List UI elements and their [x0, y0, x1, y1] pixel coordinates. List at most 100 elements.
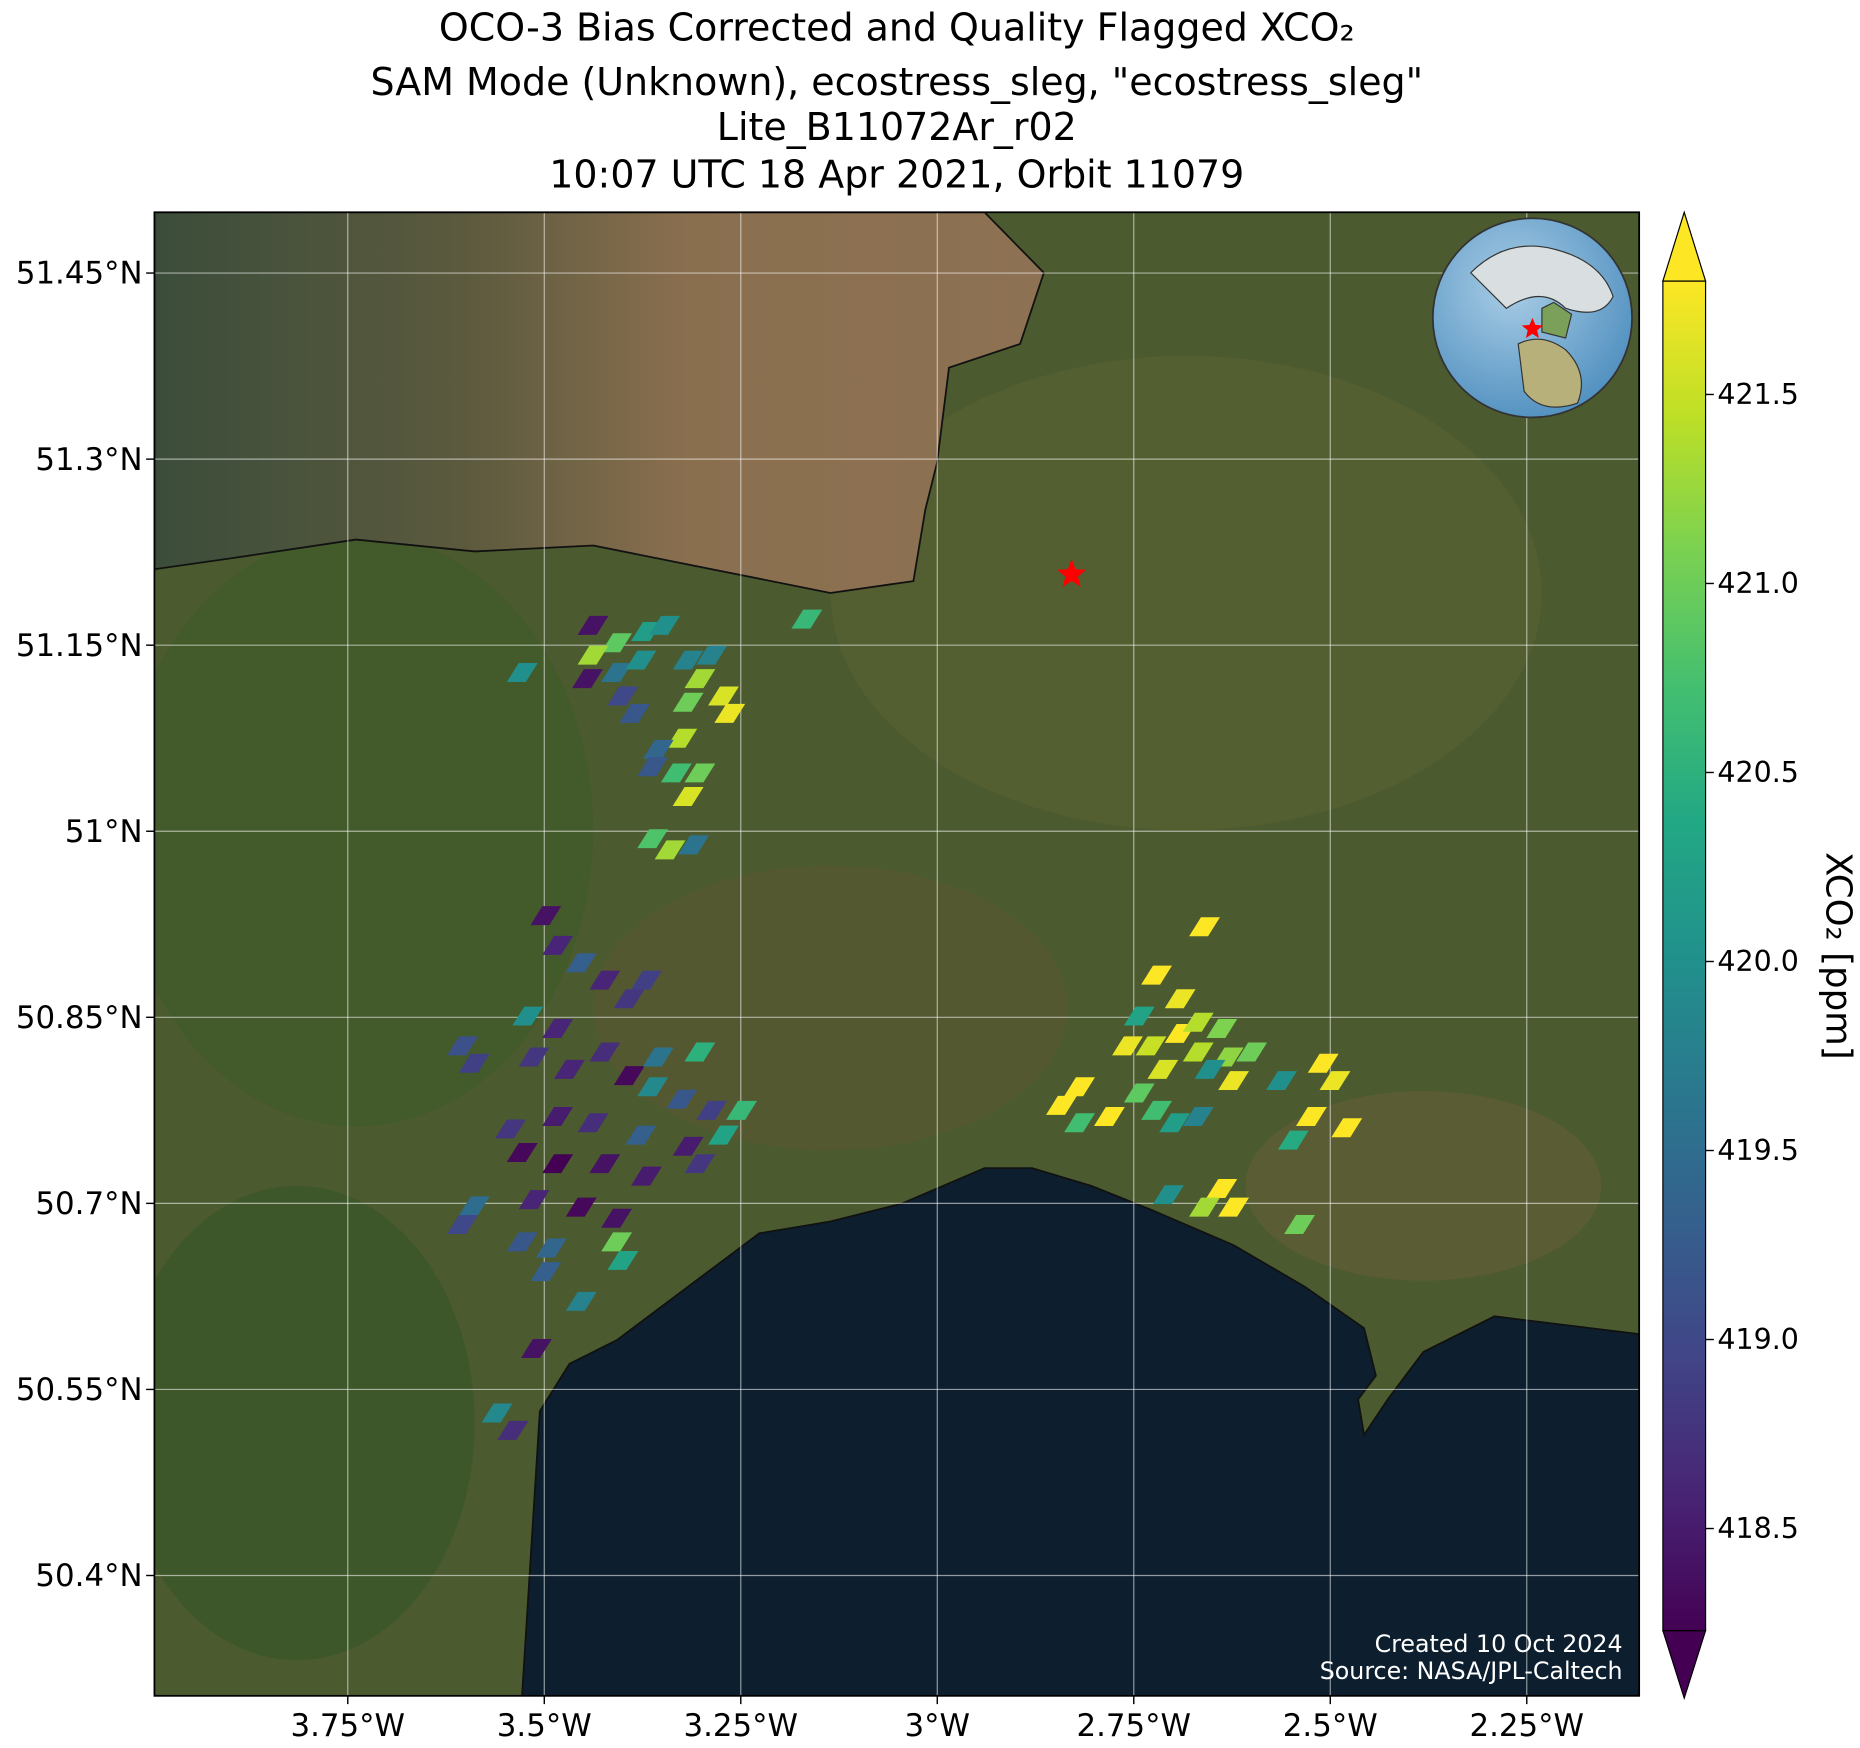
- land-patch: [1245, 1091, 1602, 1281]
- y-tick-label: 51.3°N: [35, 442, 142, 478]
- title-line: Lite_B11072Ar_r02: [717, 105, 1077, 149]
- sounding: [458, 1196, 490, 1216]
- sounding: [666, 1089, 698, 1109]
- sounding: [1123, 1083, 1155, 1103]
- sounding: [1189, 917, 1220, 937]
- sounding: [506, 1143, 538, 1163]
- sounding: [1218, 1071, 1250, 1091]
- sounding: [637, 757, 669, 777]
- x-tick-label: 2.75°W: [1076, 1708, 1191, 1744]
- sounding: [613, 989, 645, 1009]
- title-line: 10:07 UTC 18 Apr 2021, Orbit 11079: [549, 152, 1244, 196]
- sounding: [1147, 1059, 1179, 1079]
- sounding: [619, 703, 651, 723]
- x-tick-label: 2.5°W: [1283, 1708, 1378, 1744]
- sounding: [1123, 1006, 1155, 1026]
- sounding: [565, 1197, 597, 1217]
- sounding: [577, 615, 609, 635]
- sounding: [642, 1047, 674, 1067]
- sounding: [672, 650, 704, 670]
- sounding: [637, 829, 669, 849]
- colorbar-tick-label: 421.5: [1717, 378, 1798, 411]
- sounding: [458, 1053, 490, 1073]
- globe-land: [1517, 338, 1582, 408]
- title-line: SAM Mode (Unknown), ecostress_sleg, "eco…: [371, 60, 1424, 104]
- sounding: [495, 1119, 526, 1139]
- sounding: [708, 686, 739, 706]
- x-tick-label: 3°W: [905, 1708, 971, 1744]
- y-tick-label: 51.45°N: [16, 256, 143, 292]
- sounding: [447, 1036, 478, 1056]
- annotation: Source: NASA/JPL-Caltech: [1320, 1657, 1623, 1685]
- sounding: [1152, 1185, 1184, 1205]
- sounding: [497, 1420, 529, 1440]
- colorbar-extend-min: [1662, 1630, 1707, 1701]
- sea: [521, 1167, 1640, 1696]
- colorbar-body: [1662, 281, 1706, 1631]
- x-tick-label: 3.75°W: [291, 1708, 406, 1744]
- sounding: [684, 1154, 716, 1174]
- sounding: [601, 1208, 633, 1228]
- sounding: [660, 763, 692, 783]
- sounding: [714, 703, 746, 723]
- sounding: [601, 1232, 633, 1252]
- sounding: [1093, 1107, 1125, 1127]
- sounding: [589, 1154, 621, 1174]
- sounding: [696, 645, 728, 665]
- sounding: [518, 1190, 550, 1210]
- annotation: Created 10 Oct 2024: [1375, 1630, 1623, 1658]
- sounding: [1159, 1113, 1191, 1133]
- sounding: [506, 1232, 538, 1252]
- land-patch: [830, 355, 1542, 831]
- sounding: [684, 763, 716, 783]
- sounding: [696, 1100, 728, 1120]
- globe-marker: [1521, 317, 1544, 338]
- sounding: [1218, 1197, 1250, 1217]
- sounding: [625, 1125, 657, 1145]
- sounding: [642, 739, 674, 759]
- sounding: [601, 662, 633, 682]
- sounding: [649, 615, 680, 635]
- sounding: [1182, 1042, 1214, 1062]
- sounding: [1307, 1053, 1339, 1073]
- sounding: [1046, 1095, 1077, 1115]
- sounding: [791, 609, 823, 629]
- sounding: [506, 662, 538, 682]
- sounding: [1182, 1107, 1214, 1127]
- sounding: [589, 1042, 621, 1062]
- title: OCO-3 Bias Corrected and Quality Flagged…: [371, 5, 1424, 196]
- sounding: [613, 1066, 645, 1086]
- sounding: [1277, 1130, 1309, 1150]
- y-tick-label: 51°N: [65, 814, 143, 850]
- land-patch: [154, 533, 594, 1127]
- sounding: [601, 633, 633, 653]
- colorbar: 418.5 419.0 419.5 420.0 420.5 421.0 421.5: [1662, 210, 1799, 1701]
- land-patch: [154, 1185, 475, 1661]
- sounding: [1064, 1113, 1095, 1133]
- sounding: [542, 1018, 574, 1038]
- colorbar-extend-max: [1662, 210, 1707, 282]
- sounding: [1182, 1012, 1214, 1032]
- sounding: [447, 1214, 478, 1234]
- sounding: [607, 1250, 639, 1270]
- globe-land: [1469, 245, 1614, 313]
- sounding: [684, 669, 716, 689]
- colorbar-tick-label: 419.0: [1717, 1323, 1798, 1356]
- sounding: [672, 692, 704, 712]
- sounding: [1141, 1100, 1172, 1120]
- basemap: [154, 212, 1640, 1696]
- x-tick-label: 3.5°W: [497, 1708, 592, 1744]
- sounding: [672, 1136, 704, 1156]
- globe-land: [1541, 301, 1573, 339]
- sounding: [535, 1238, 567, 1258]
- x-tick-label: 2.25°W: [1469, 1708, 1584, 1744]
- sounding: [726, 1100, 757, 1120]
- colorbar-tick-label: 421.0: [1717, 567, 1798, 600]
- sounding: [542, 1107, 574, 1127]
- sounding: [1164, 989, 1196, 1009]
- y-tick-label: 50.7°N: [35, 1186, 142, 1222]
- y-tick-label: 51.15°N: [16, 628, 143, 664]
- plot-frame: [153, 211, 1641, 1697]
- grid: [154, 212, 1640, 1696]
